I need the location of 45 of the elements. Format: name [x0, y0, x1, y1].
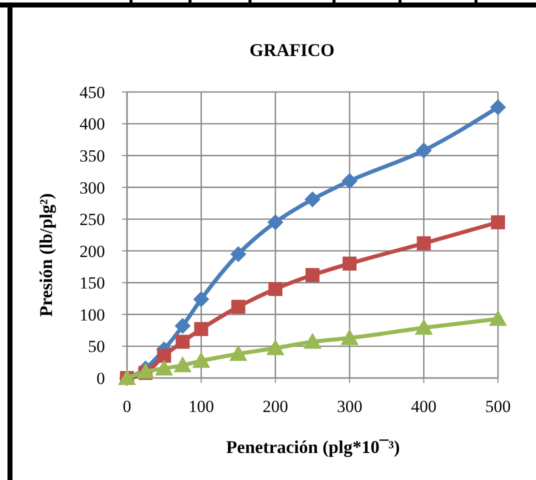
point [267, 214, 284, 230]
y-tick-label: 350 [80, 146, 105, 166]
y-tick-label: 250 [80, 210, 105, 230]
point [414, 318, 433, 335]
y-tick-label: 300 [80, 178, 105, 198]
point [268, 282, 282, 296]
point [157, 348, 172, 363]
point [342, 172, 358, 189]
point [489, 310, 507, 326]
x-tick-label: 400 [411, 397, 437, 416]
y-tick-label: 150 [80, 274, 105, 293]
point [194, 322, 208, 336]
x-tick-label: 100 [188, 397, 214, 416]
y-tick-label: 400 [80, 114, 105, 134]
point [174, 318, 191, 334]
x-tick-label: 200 [262, 397, 288, 416]
x-tick-label: 0 [122, 397, 132, 416]
point [230, 246, 246, 262]
point [491, 215, 505, 230]
point [192, 352, 210, 368]
point [193, 291, 210, 308]
point [304, 191, 320, 208]
point [174, 356, 192, 372]
point [266, 339, 284, 356]
x-tick-label: 300 [336, 397, 362, 416]
point [490, 99, 506, 116]
point [416, 236, 431, 250]
y-tick-label: 100 [80, 305, 105, 324]
x-tick-label: 500 [485, 397, 511, 416]
point [304, 332, 322, 349]
point [342, 256, 357, 271]
y-axis-title: Presión (lb/plg²) [36, 193, 56, 317]
point [340, 328, 359, 345]
point [231, 300, 246, 314]
point [306, 268, 320, 282]
y-tick-label: 0 [96, 368, 105, 388]
point [229, 344, 248, 361]
point [176, 334, 190, 349]
y-tick-label: 450 [80, 82, 105, 102]
y-tick-label: 50 [88, 337, 105, 356]
x-axis-title: Penetración (plg*10¯³) [226, 437, 400, 457]
y-tick-label: 200 [80, 242, 105, 261]
point [416, 142, 432, 158]
chart-title: GRAFICO [250, 40, 334, 60]
point [155, 359, 174, 376]
